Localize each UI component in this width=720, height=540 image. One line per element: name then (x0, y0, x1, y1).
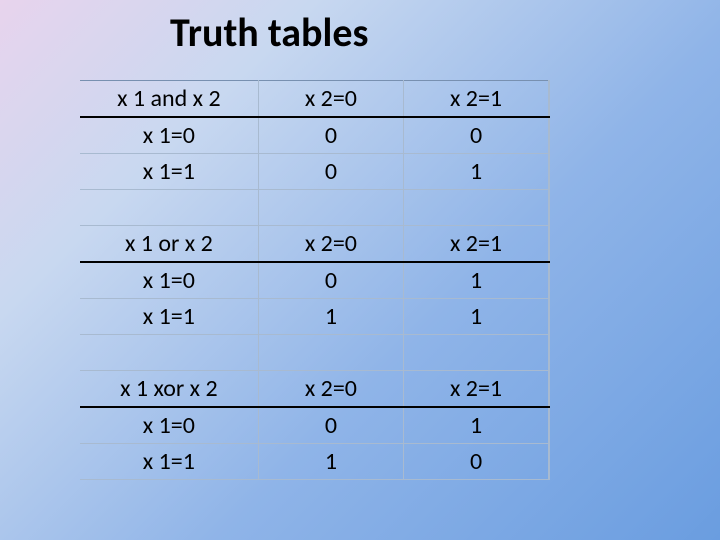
xor-r1-c2: 0 (404, 444, 549, 480)
and-r0-c2: 0 (404, 117, 549, 154)
xor-r0-c0: x 1=0 (80, 407, 258, 444)
and-header-row: x 1 and x 2 x 2=0 x 2=1 (80, 81, 549, 118)
and-r0-c0: x 1=0 (80, 117, 258, 154)
xor-header-c3: x 2=1 (404, 371, 549, 408)
and-header-c2: x 2=0 (258, 81, 403, 118)
and-r0-c1: 0 (258, 117, 403, 154)
xor-row-1: x 1=1 1 0 (80, 444, 549, 480)
and-row-1: x 1=1 0 1 (80, 154, 549, 190)
or-r0-c2: 1 (404, 262, 549, 299)
or-row-0: x 1=0 0 1 (80, 262, 549, 299)
and-r1-c0: x 1=1 (80, 154, 258, 190)
xor-header-c2: x 2=0 (258, 371, 403, 408)
or-row-1: x 1=1 1 1 (80, 299, 549, 335)
or-header-c1: x 1 or x 2 (80, 226, 258, 263)
xor-header-row: x 1 xor x 2 x 2=0 x 2=1 (80, 371, 549, 408)
xor-r0-c2: 1 (404, 407, 549, 444)
spacer-1 (80, 190, 549, 226)
xor-row-0: x 1=0 0 1 (80, 407, 549, 444)
page-title: Truth tables (0, 0, 720, 57)
and-r1-c2: 1 (404, 154, 549, 190)
or-header-c2: x 2=0 (258, 226, 403, 263)
or-r1-c0: x 1=1 (80, 299, 258, 335)
truth-tables-container: x 1 and x 2 x 2=0 x 2=1 x 1=0 0 0 x 1=1 … (80, 80, 550, 480)
and-header-c1: x 1 and x 2 (80, 81, 258, 118)
and-row-0: x 1=0 0 0 (80, 117, 549, 154)
truth-tables: x 1 and x 2 x 2=0 x 2=1 x 1=0 0 0 x 1=1 … (80, 80, 550, 480)
or-header-row: x 1 or x 2 x 2=0 x 2=1 (80, 226, 549, 263)
or-r0-c1: 0 (258, 262, 403, 299)
or-r1-c2: 1 (404, 299, 549, 335)
or-r1-c1: 1 (258, 299, 403, 335)
spacer-2 (80, 335, 549, 371)
xor-r1-c0: x 1=1 (80, 444, 258, 480)
xor-header-c1: x 1 xor x 2 (80, 371, 258, 408)
or-header-c3: x 2=1 (404, 226, 549, 263)
xor-r0-c1: 0 (258, 407, 403, 444)
and-r1-c1: 0 (258, 154, 403, 190)
and-header-c3: x 2=1 (404, 81, 549, 118)
xor-r1-c1: 1 (258, 444, 403, 480)
or-r0-c0: x 1=0 (80, 262, 258, 299)
